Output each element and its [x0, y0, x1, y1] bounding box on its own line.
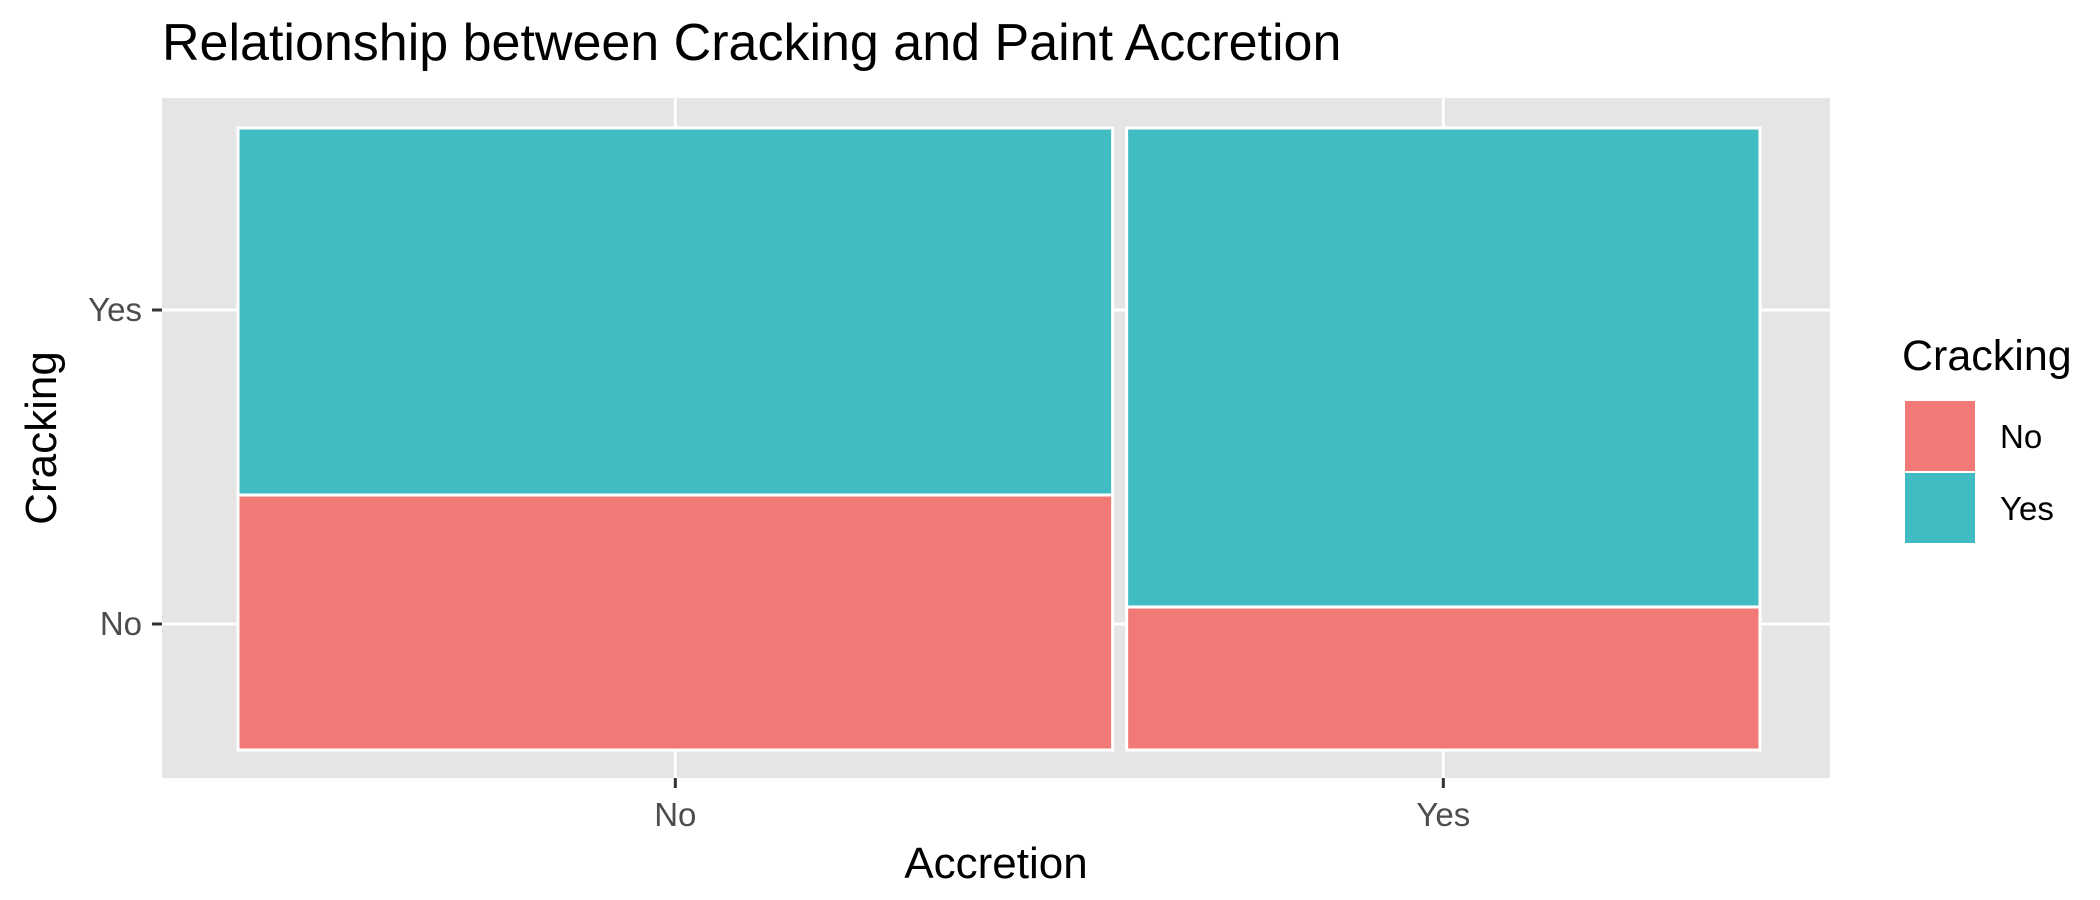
tile-accretion-no-cracking-yes	[236, 126, 1115, 497]
tile-accretion-yes-cracking-no	[1125, 605, 1762, 752]
y-tick-label: Yes	[88, 291, 142, 328]
legend-title: Cracking	[1902, 332, 2072, 380]
x-axis-ticks: No Yes	[654, 778, 1470, 833]
x-tick-label: No	[654, 796, 696, 833]
chart-title: Relationship between Cracking and Paint …	[162, 14, 1341, 72]
x-tick-label: Yes	[1416, 796, 1470, 833]
tile-accretion-no-cracking-no	[236, 493, 1115, 752]
y-axis-ticks: No Yes	[88, 291, 162, 642]
mosaic-tiles	[236, 126, 1762, 752]
tile-accretion-yes-cracking-yes	[1125, 126, 1762, 609]
legend-swatch-yes	[1903, 471, 1977, 545]
y-axis-title: Cracking	[17, 351, 66, 525]
legend: Cracking No Yes	[1902, 332, 2072, 545]
legend-label-yes: Yes	[2000, 490, 2054, 527]
x-axis-title: Accretion	[904, 839, 1087, 888]
legend-label-no: No	[2000, 418, 2042, 455]
legend-swatch-no	[1903, 399, 1977, 473]
y-tick-label: No	[100, 605, 142, 642]
